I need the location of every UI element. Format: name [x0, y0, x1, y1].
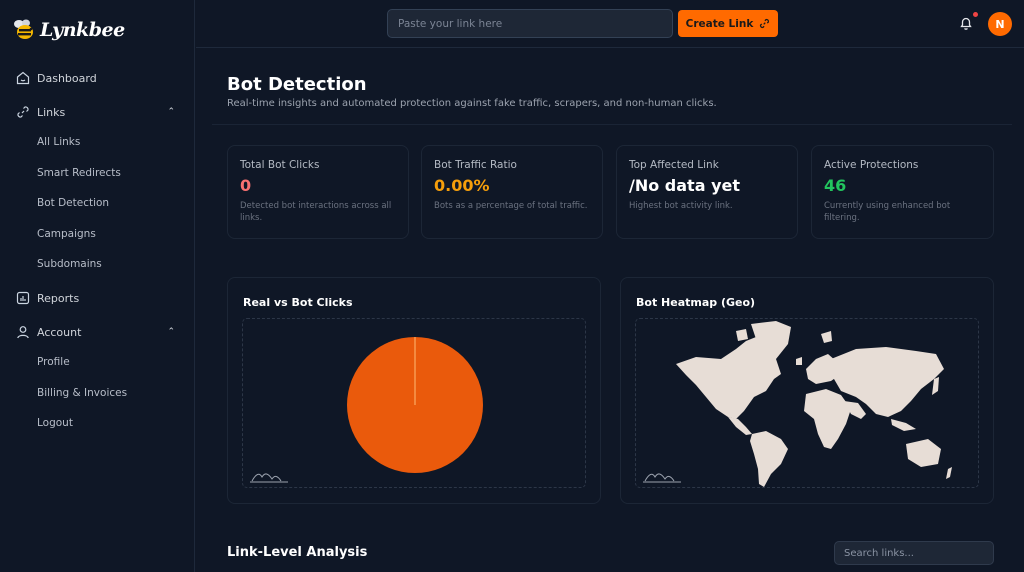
sidebar: Lynkbee Dashboard Links ⌃ All Links Smar… — [0, 0, 195, 572]
avatar[interactable]: N — [988, 12, 1012, 36]
page-title: Bot Detection — [227, 74, 367, 95]
home-icon — [15, 70, 31, 86]
sidebar-item-label: Links — [37, 105, 66, 119]
chart-title: Real vs Bot Clicks — [243, 296, 353, 309]
sidebar-item-all-links[interactable]: All Links — [37, 136, 81, 148]
chart-title: Bot Heatmap (Geo) — [636, 296, 756, 309]
sidebar-item-account[interactable]: Account ⌃ — [15, 322, 179, 342]
pie-chart-area — [242, 318, 586, 488]
sidebar-item-logout[interactable]: Logout — [37, 417, 73, 429]
sidebar-item-label: Account — [37, 325, 82, 339]
stat-description: Currently using enhanced bot filtering. — [824, 201, 951, 223]
sidebar-item-label: Dashboard — [37, 71, 97, 85]
stat-value: 46 — [824, 176, 847, 195]
stat-title: Top Affected Link — [629, 159, 719, 171]
stat-description: Detected bot interactions across all lin… — [240, 201, 392, 223]
stat-title: Active Protections — [824, 159, 919, 171]
link-icon — [760, 18, 770, 29]
sidebar-item-profile[interactable]: Profile — [37, 356, 70, 368]
section-title-link-analysis: Link-Level Analysis — [227, 545, 368, 560]
stat-title: Total Bot Clicks — [240, 159, 320, 171]
sidebar-item-links[interactable]: Links ⌃ — [15, 102, 179, 122]
amcharts-logo-icon — [643, 473, 681, 483]
stat-value: /No data yet — [629, 176, 740, 195]
paste-link-input[interactable] — [387, 9, 673, 38]
sidebar-item-subdomains[interactable]: Subdomains — [37, 258, 102, 270]
bell-icon[interactable] — [958, 15, 974, 31]
world-map-area — [635, 318, 979, 488]
real-vs-bot-chart-card: Real vs Bot Clicks — [227, 277, 601, 504]
sidebar-item-smart-redirects[interactable]: Smart Redirects — [37, 167, 121, 179]
stat-card-active-protections: Active Protections 46 Currently using en… — [811, 145, 994, 239]
logo-text: Lynkbee — [40, 19, 125, 41]
sidebar-item-label: Reports — [37, 291, 80, 305]
sidebar-item-dashboard[interactable]: Dashboard — [15, 68, 179, 88]
stat-card-top-affected-link: Top Affected Link /No data yet Highest b… — [616, 145, 798, 239]
stat-card-bot-traffic-ratio: Bot Traffic Ratio 0.00% Bots as a percen… — [421, 145, 603, 239]
sidebar-item-campaigns[interactable]: Campaigns — [37, 228, 96, 240]
user-icon — [15, 324, 31, 340]
stat-value: 0.00% — [434, 176, 490, 195]
stat-value: 0 — [240, 176, 252, 195]
stat-title: Bot Traffic Ratio — [434, 159, 517, 171]
top-header: Create Link N — [196, 0, 1024, 48]
create-link-button[interactable]: Create Link — [678, 10, 778, 37]
logo[interactable]: Lynkbee — [12, 18, 125, 42]
world-map[interactable] — [666, 319, 956, 489]
chevron-up-icon[interactable]: ⌃ — [167, 107, 175, 117]
sidebar-item-bot-detection[interactable]: Bot Detection — [37, 197, 110, 209]
chevron-up-icon[interactable]: ⌃ — [167, 327, 175, 337]
stat-description: Bots as a percentage of total traffic. — [434, 201, 588, 211]
create-link-label: Create Link — [685, 17, 754, 30]
stat-description: Highest bot activity link. — [629, 201, 733, 211]
notification-dot — [973, 12, 978, 17]
pie-chart[interactable] — [345, 335, 485, 475]
amcharts-logo-icon — [250, 473, 288, 483]
bee-logo-icon — [14, 19, 33, 39]
bot-heatmap-card: Bot Heatmap (Geo) — [620, 277, 994, 504]
reports-icon — [15, 290, 31, 306]
divider — [212, 124, 1012, 125]
search-links-input[interactable] — [834, 541, 994, 565]
link-icon — [15, 104, 31, 120]
page-subtitle: Real-time insights and automated protect… — [227, 98, 717, 109]
sidebar-item-reports[interactable]: Reports — [15, 288, 179, 308]
sidebar-item-billing[interactable]: Billing & Invoices — [37, 387, 128, 399]
stat-card-total-bot-clicks: Total Bot Clicks 0 Detected bot interact… — [227, 145, 409, 239]
